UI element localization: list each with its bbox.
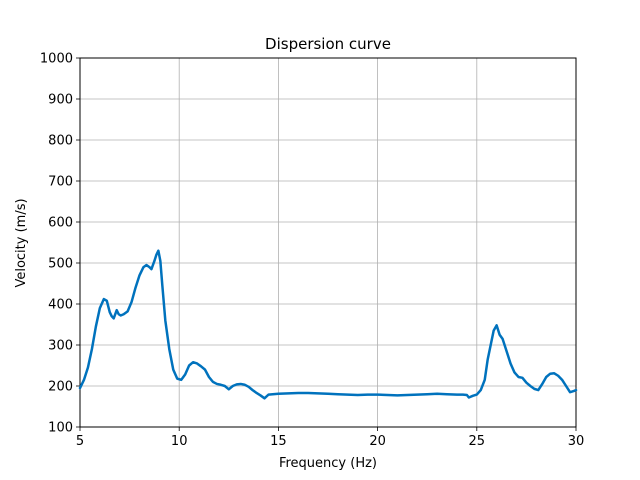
plot-frame xyxy=(79,57,577,428)
y-tick-label: 600 xyxy=(48,216,73,231)
y-tick-label: 800 xyxy=(48,134,73,149)
y-tick-label: 700 xyxy=(48,175,73,190)
x-axis-label: Frequency (Hz) xyxy=(279,456,377,471)
x-tick-label: 20 xyxy=(369,434,386,449)
x-tick-label: 25 xyxy=(469,434,486,449)
y-tick-label: 200 xyxy=(48,380,73,395)
y-tick-label: 500 xyxy=(48,257,73,272)
y-tick-label: 900 xyxy=(48,93,73,108)
y-tick-label: 300 xyxy=(48,339,73,354)
y-tick-label: 100 xyxy=(48,421,73,436)
x-tick-label: 5 xyxy=(76,434,84,449)
chart-title: Dispersion curve xyxy=(265,35,391,53)
x-tick-label: 30 xyxy=(568,434,585,449)
y-axis-label: Velocity (m/s) xyxy=(14,198,29,287)
y-tick-label: 400 xyxy=(48,298,73,313)
dispersion-series-line xyxy=(78,249,578,400)
series-layer xyxy=(78,249,578,400)
axis-ticks: 5 10 15 20 25 30 100 200 300 400 500 600 700 800 900 10… xyxy=(40,52,584,450)
y-tick-label: 1000 xyxy=(40,52,73,67)
x-tick-label: 15 xyxy=(270,434,287,449)
x-tick-label: 10 xyxy=(171,434,188,449)
